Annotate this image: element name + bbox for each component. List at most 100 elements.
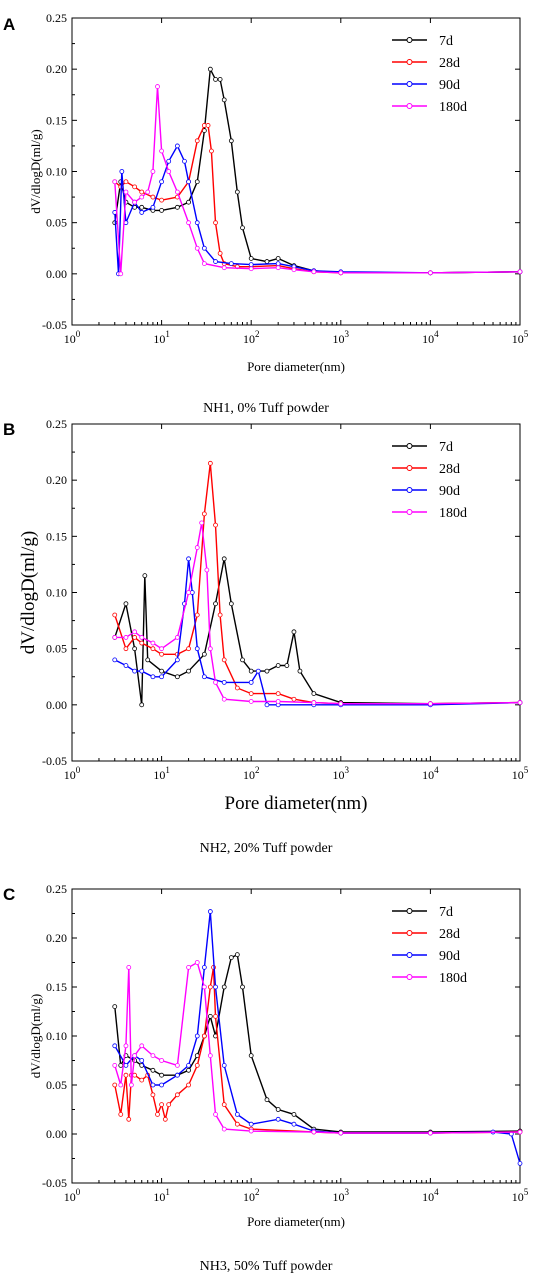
data-point-180d	[159, 646, 165, 652]
x-tick-label: 100	[64, 765, 81, 782]
x-tick-label: 101	[153, 765, 170, 782]
data-point-7d	[145, 657, 151, 663]
data-point-90d	[112, 657, 118, 663]
data-point-7d	[275, 256, 281, 261]
data-point-90d	[201, 245, 207, 251]
legend-label-90d: 90d	[439, 78, 460, 93]
data-point-7d	[291, 629, 297, 635]
data-point-7d	[213, 77, 218, 82]
data-point-180d	[139, 635, 145, 640]
data-point-90d	[139, 1058, 145, 1063]
data-point-180d	[112, 1063, 118, 1068]
series-line-7d	[114, 558, 521, 705]
y-tick-label: 0.20	[46, 62, 67, 76]
data-point-28d	[150, 1092, 156, 1098]
data-point-28d	[186, 646, 191, 652]
data-point-180d	[311, 269, 317, 275]
data-point-180d	[291, 267, 297, 273]
data-point-7d	[186, 1067, 191, 1073]
data-point-180d	[128, 1082, 134, 1088]
y-axis-label: dV/dlogD(ml/g)	[28, 994, 43, 1079]
data-point-28d	[166, 1102, 172, 1107]
data-point-180d	[145, 189, 151, 195]
panel-caption: NH1, 0% Tuff powder	[203, 401, 329, 416]
legend-label-90d: 90d	[439, 484, 460, 499]
x-tick-label: 102	[243, 765, 260, 782]
legend-label-28d: 28d	[439, 927, 460, 942]
panel-letter: C	[3, 885, 15, 904]
x-tick-label: 102	[243, 329, 260, 346]
x-tick-label: 101	[153, 1187, 170, 1204]
data-point-90d	[248, 262, 254, 268]
legend-marker-180d	[406, 509, 413, 515]
x-tick-label: 103	[333, 765, 350, 782]
x-tick-label: 104	[422, 1187, 439, 1204]
data-point-180d	[427, 270, 433, 276]
legend-marker-7d	[406, 908, 413, 914]
y-tick-label: 0.25	[46, 11, 67, 25]
data-point-180d	[132, 629, 138, 635]
data-point-90d	[186, 556, 191, 562]
data-point-7d	[174, 674, 180, 680]
data-point-28d	[159, 1102, 165, 1107]
data-point-7d	[201, 651, 207, 657]
data-point-180d	[338, 270, 344, 276]
legend-marker-7d	[406, 37, 413, 43]
data-point-28d	[112, 612, 118, 618]
y-tick-label: 0.20	[46, 931, 67, 945]
data-point-7d	[217, 77, 223, 82]
data-point-28d	[194, 138, 200, 144]
data-point-90d	[221, 1063, 227, 1068]
data-point-90d	[139, 210, 145, 215]
data-point-7d	[221, 556, 227, 562]
data-point-90d	[201, 674, 207, 680]
chart-panel-c: C -0.05 0.00 0.05 0.10 0.15 0.20 0.25 100 101 102 1…	[3, 882, 529, 1274]
chart-panel-a: A -0.05 0.00 0.05 0.10 0.15 0.20 0.25 100 101 102 1…	[3, 11, 529, 416]
data-point-7d	[159, 668, 165, 674]
data-point-180d	[248, 1128, 254, 1134]
y-tick-label: 0.00	[46, 1127, 67, 1141]
series-line-90d	[114, 144, 521, 274]
legend-marker-90d	[406, 487, 413, 493]
data-point-90d	[166, 158, 172, 164]
data-point-7d	[297, 668, 303, 674]
data-point-28d	[291, 696, 297, 702]
y-tick-label: 0.20	[46, 473, 67, 487]
data-point-7d	[123, 601, 129, 607]
data-point-90d	[221, 679, 227, 685]
data-point-7d	[221, 984, 227, 990]
legend-marker-90d	[406, 952, 413, 958]
data-point-180d	[207, 1053, 213, 1058]
data-point-28d	[139, 640, 145, 646]
data-point-180d	[248, 699, 254, 704]
data-point-180d	[207, 646, 213, 652]
series-line-180d	[114, 86, 521, 274]
legend-label-7d: 7d	[439, 34, 453, 49]
legend-label-180d: 180d	[439, 100, 467, 115]
data-point-180d	[123, 635, 129, 640]
data-point-180d	[159, 1058, 165, 1063]
series-line-28d	[114, 967, 521, 1134]
data-point-28d	[194, 1063, 200, 1068]
data-point-28d	[213, 220, 218, 226]
data-point-180d	[186, 220, 191, 226]
data-point-90d	[174, 143, 180, 149]
data-point-180d	[213, 1112, 218, 1117]
y-tick-label: 0.10	[46, 165, 67, 179]
data-point-7d	[248, 256, 254, 261]
data-point-90d	[255, 668, 261, 674]
data-point-180d	[248, 266, 254, 272]
x-axis-label: Pore diameter(nm)	[247, 359, 345, 374]
data-point-180d	[150, 640, 156, 646]
y-tick-label: 0.15	[46, 980, 67, 994]
y-tick-label: 0.05	[46, 642, 67, 656]
data-point-28d	[123, 1072, 129, 1078]
data-point-180d	[186, 965, 191, 970]
data-point-180d	[132, 199, 138, 205]
y-axis-label: dV/dlogD(ml/g)	[18, 531, 39, 655]
data-point-28d	[150, 646, 156, 652]
data-point-180d	[155, 84, 160, 89]
data-point-7d	[194, 179, 200, 185]
data-point-90d	[264, 702, 270, 708]
data-point-7d	[264, 259, 270, 264]
